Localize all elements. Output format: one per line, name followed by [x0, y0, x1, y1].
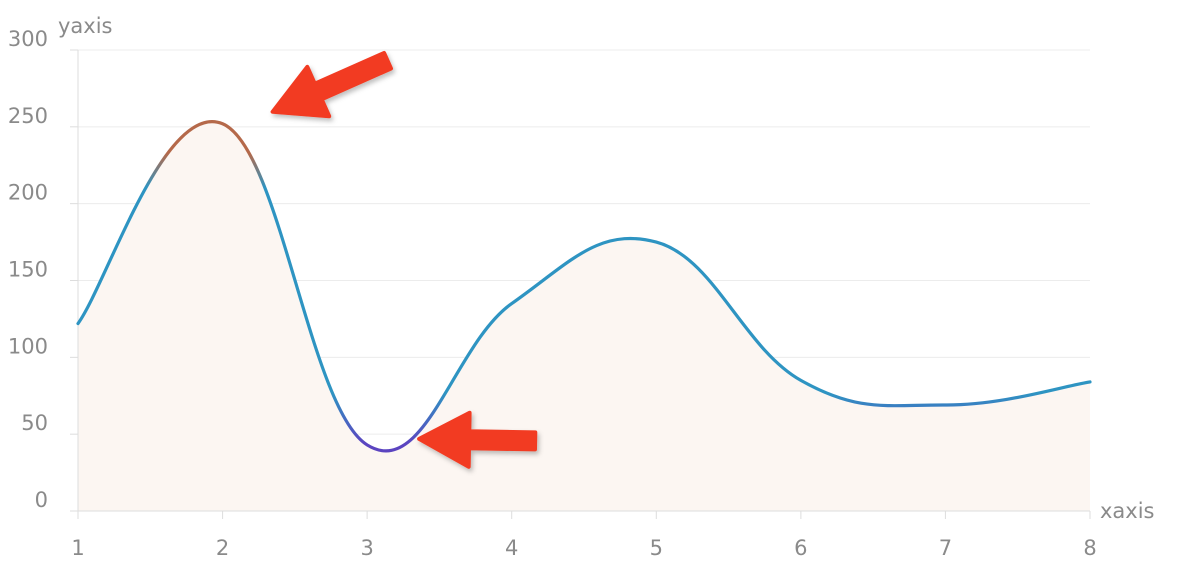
area-fill-series-1 [78, 121, 1090, 511]
x-tick-label: 2 [216, 536, 229, 560]
x-tick-label: 3 [360, 536, 373, 560]
x-tick-label: 8 [1083, 536, 1096, 560]
axes [70, 49, 1091, 519]
x-tick-label: 7 [939, 536, 952, 560]
x-axis-title: xaxis [1100, 499, 1155, 523]
series-line-layer [76, 119, 1092, 453]
x-tick-label: 1 [71, 536, 84, 560]
y-tick-label: 50 [21, 411, 48, 435]
area-fill [78, 121, 1090, 511]
y-tick-label: 150 [8, 258, 48, 282]
x-tick-label: 6 [794, 536, 807, 560]
arrow-trough-icon [417, 410, 538, 469]
y-tick-label: 0 [35, 488, 48, 512]
y-axis-title: yaxis [58, 14, 113, 38]
annotations [270, 51, 538, 469]
tick-labels: 0 50 100 150 200 250 300 1 2 3 4 5 6 7 8 [8, 27, 1097, 560]
x-tick-label: 4 [505, 536, 518, 560]
y-tick-label: 300 [8, 27, 48, 51]
y-tick-label: 250 [8, 104, 48, 128]
y-tick-label: 200 [8, 181, 48, 205]
x-tick-label: 5 [650, 536, 663, 560]
series-line [76, 119, 1092, 453]
y-tick-label: 100 [8, 334, 48, 358]
arrow-peak-icon [270, 51, 393, 119]
